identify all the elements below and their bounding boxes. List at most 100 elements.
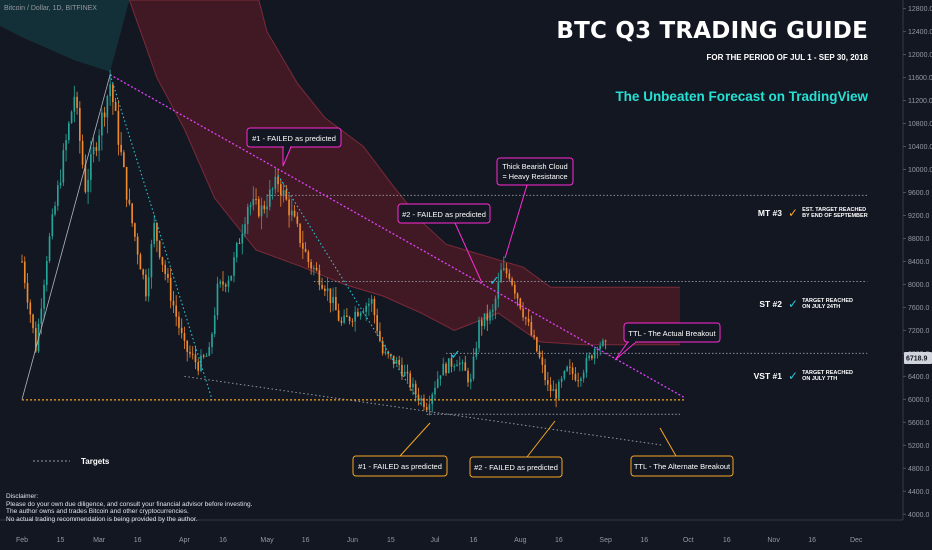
target-row-mt3: MT #3 ✓ EST. TARGET REACHED BY END OF SEP…: [742, 206, 872, 220]
candle-body: [282, 190, 285, 196]
last-price-badge: [904, 352, 932, 365]
price-tick-label: 7600.0: [908, 305, 930, 312]
candle-body: [313, 267, 315, 269]
disclaimer: Disclaimer: Please do your own due dilig…: [6, 493, 336, 524]
candle-body: [175, 305, 178, 317]
time-tick-label: 16: [470, 537, 478, 544]
candle-body: [26, 282, 29, 303]
time-tick-label: Dec: [850, 537, 863, 544]
candle-body: [40, 308, 43, 324]
price-tick-label: 8400.0: [908, 259, 930, 266]
time-axis[interactable]: Feb 15 Mar 16 Apr 16 May 16 Jun 15 Jul 16 Aug 16 Sep 16…: [0, 519, 932, 550]
candle-body: [376, 315, 378, 332]
candle-body: [340, 320, 343, 323]
candle-body: [257, 199, 260, 217]
candle-body: [54, 205, 56, 215]
candle-body: [285, 190, 288, 200]
candle-body: [478, 320, 480, 349]
candle-body: [76, 96, 78, 108]
callout-ttl-alternate-text: TTL - The Alternate Breakout: [634, 462, 731, 471]
candle-body: [486, 313, 489, 321]
candle-body: [95, 147, 98, 151]
candle-body: [536, 337, 538, 352]
candle-body: [134, 223, 136, 237]
candle-body: [431, 394, 434, 405]
candle-body: [62, 150, 65, 183]
candle-body: [527, 318, 530, 322]
candle-body: [453, 366, 456, 368]
candle-body: [395, 359, 398, 364]
callout-ttl-actual: TTL - The Actual Breakout: [614, 322, 721, 361]
candle-body: [51, 214, 54, 237]
candle-body: [591, 355, 593, 359]
candle-body: [216, 283, 219, 316]
price-tick-label: 12400.0: [908, 29, 932, 36]
candle-body: [491, 310, 494, 312]
candle-body: [494, 298, 497, 311]
target-row-st2: ST #2 ✓ TARGET REACHED ON JULY 24TH: [742, 297, 872, 311]
candle-body: [379, 331, 381, 342]
candle-body: [337, 310, 340, 321]
candle-body: [266, 206, 268, 210]
candle-body: [447, 358, 450, 374]
candle-body: [73, 96, 76, 112]
candle-body: [211, 333, 213, 348]
candle-body: [516, 293, 519, 299]
target-note: EST. TARGET REACHED BY END OF SEPTEMBER: [802, 206, 868, 219]
target-row-vst1: VST #1 ✓ TARGET REACHED ON JULY 7TH: [742, 369, 872, 383]
candle-body: [469, 378, 472, 383]
candle-body: [307, 251, 310, 263]
candle-body: [260, 205, 263, 217]
price-tick-label: 10400.0: [908, 144, 932, 151]
price-tick-label: 6400.0: [908, 374, 930, 381]
time-tick-label: 16: [723, 537, 731, 544]
disclaimer-line: Please do your own due diligence, and co…: [6, 500, 253, 508]
candle-body: [123, 152, 125, 168]
candle-body: [508, 273, 511, 279]
levels-layer: [22, 194, 868, 415]
price-tick-label: 11200.0: [908, 98, 932, 105]
callout-cloud-line1: Thick Bearish Cloud: [502, 162, 567, 171]
candle-body: [310, 262, 312, 269]
candle-body: [208, 347, 211, 356]
candle-body: [70, 111, 73, 124]
time-tick-label: 16: [302, 537, 310, 544]
price-tick-label: 5600.0: [908, 420, 930, 427]
candle-body: [406, 371, 409, 374]
candle-body: [153, 223, 155, 244]
price-tick-label: 8000.0: [908, 282, 930, 289]
candle-body: [103, 112, 106, 118]
candle-body: [277, 176, 279, 185]
candle-body: [227, 280, 230, 287]
candle-body: [511, 278, 513, 285]
time-tick-label: 16: [219, 537, 227, 544]
candle-body: [390, 354, 392, 356]
candle-body: [357, 311, 359, 317]
time-tick-label: Jun: [347, 537, 358, 544]
candle-body: [172, 300, 175, 306]
time-tick-label: Feb: [16, 537, 28, 544]
candle-body: [318, 270, 321, 285]
price-tick-label: 4800.0: [908, 466, 930, 473]
candle-body: [577, 380, 579, 382]
candle-body: [92, 147, 95, 155]
price-axis[interactable]: 4000.0 4400.0 4800.0 5200.0 5600.0 6000.0 6400…: [902, 0, 932, 550]
price-tick-label: 11600.0: [908, 75, 932, 82]
time-tick-label: 16: [555, 537, 563, 544]
candle-body: [538, 351, 541, 358]
candle-body: [588, 355, 590, 359]
candle-body: [252, 198, 255, 206]
candle-body: [68, 123, 70, 141]
symbol-label[interactable]: Bitcoin / Dollar, 1D, BITFINEX: [4, 5, 97, 12]
candle-body: [547, 380, 549, 385]
candle-body: [34, 328, 37, 352]
chart-check-icon-vst: ✓: [450, 348, 461, 363]
disclaimer-line: Disclaimer:: [6, 493, 39, 500]
candle-body: [593, 349, 596, 359]
time-tick-label: Mar: [93, 537, 106, 544]
time-tick-label: Sep: [599, 537, 612, 544]
candle-body: [249, 205, 252, 207]
candle-body: [483, 313, 486, 327]
candle-body: [472, 356, 475, 379]
